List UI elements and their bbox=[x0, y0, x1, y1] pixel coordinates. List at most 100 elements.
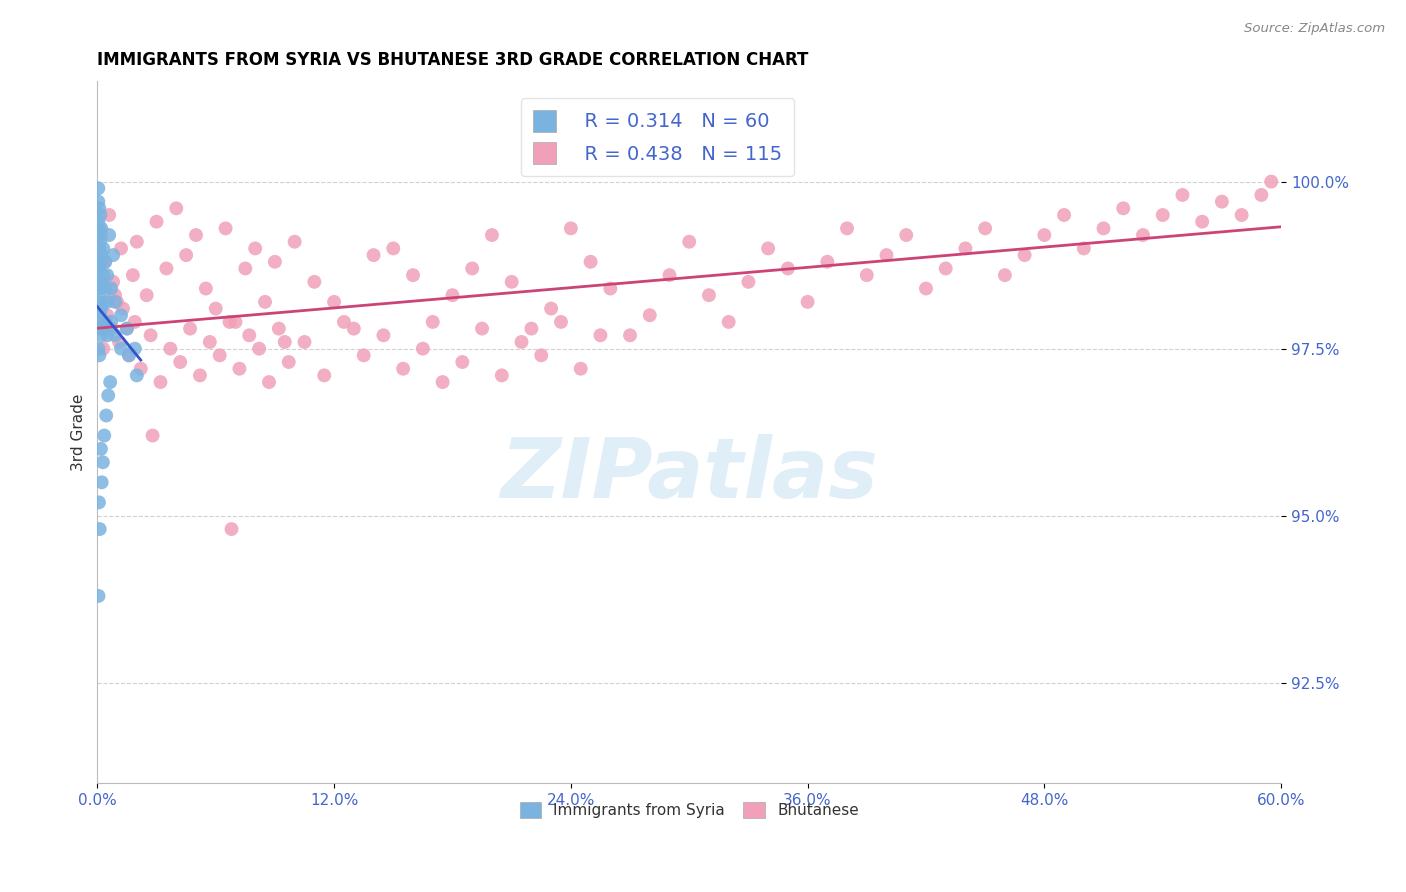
Point bbox=[353, 348, 375, 362]
Point bbox=[100, 281, 122, 295]
Point bbox=[87, 589, 110, 603]
Point bbox=[737, 275, 759, 289]
Point bbox=[179, 321, 201, 335]
Point bbox=[204, 301, 226, 316]
Point bbox=[90, 221, 112, 235]
Point bbox=[267, 321, 290, 335]
Point bbox=[87, 275, 110, 289]
Point bbox=[89, 522, 111, 536]
Point bbox=[142, 428, 165, 442]
Point bbox=[125, 235, 148, 249]
Point bbox=[118, 348, 141, 362]
Point bbox=[96, 308, 118, 322]
Point bbox=[233, 261, 256, 276]
Point bbox=[277, 355, 299, 369]
Point bbox=[149, 375, 172, 389]
Text: Source: ZipAtlas.com: Source: ZipAtlas.com bbox=[1244, 22, 1385, 36]
Point bbox=[96, 268, 118, 282]
Point bbox=[697, 288, 720, 302]
Point bbox=[569, 361, 592, 376]
Point bbox=[100, 321, 122, 335]
Point bbox=[101, 248, 124, 262]
Legend: Immigrants from Syria, Bhutanese: Immigrants from Syria, Bhutanese bbox=[513, 797, 865, 824]
Point bbox=[89, 254, 111, 268]
Y-axis label: 3rd Grade: 3rd Grade bbox=[72, 393, 86, 471]
Point bbox=[94, 281, 117, 295]
Point bbox=[91, 268, 114, 282]
Point bbox=[254, 294, 277, 309]
Point bbox=[124, 315, 146, 329]
Point bbox=[1230, 208, 1253, 222]
Point bbox=[165, 202, 187, 216]
Point bbox=[855, 268, 877, 282]
Point bbox=[491, 368, 513, 383]
Point bbox=[155, 261, 177, 276]
Point bbox=[89, 308, 111, 322]
Point bbox=[284, 235, 307, 249]
Point bbox=[87, 215, 110, 229]
Point bbox=[115, 321, 138, 335]
Point bbox=[835, 221, 858, 235]
Point bbox=[89, 235, 111, 249]
Point bbox=[1250, 188, 1272, 202]
Point bbox=[392, 361, 415, 376]
Point bbox=[274, 334, 297, 349]
Point bbox=[208, 348, 231, 362]
Text: ZIPatlas: ZIPatlas bbox=[501, 434, 879, 515]
Point bbox=[224, 315, 246, 329]
Point bbox=[90, 248, 112, 262]
Point bbox=[91, 294, 114, 309]
Point bbox=[935, 261, 957, 276]
Point bbox=[87, 181, 110, 195]
Point bbox=[264, 254, 287, 268]
Point bbox=[501, 275, 523, 289]
Point bbox=[89, 261, 111, 276]
Point bbox=[589, 328, 612, 343]
Point bbox=[94, 254, 117, 268]
Point bbox=[174, 248, 197, 262]
Point bbox=[994, 268, 1017, 282]
Point bbox=[129, 361, 152, 376]
Point bbox=[89, 321, 111, 335]
Point bbox=[451, 355, 474, 369]
Text: IMMIGRANTS FROM SYRIA VS BHUTANESE 3RD GRADE CORRELATION CHART: IMMIGRANTS FROM SYRIA VS BHUTANESE 3RD G… bbox=[97, 51, 808, 69]
Point bbox=[96, 409, 118, 423]
Point bbox=[363, 248, 385, 262]
Point bbox=[412, 342, 434, 356]
Point bbox=[104, 294, 127, 309]
Point bbox=[530, 348, 553, 362]
Point bbox=[89, 221, 111, 235]
Point bbox=[776, 261, 799, 276]
Point bbox=[1092, 221, 1115, 235]
Point bbox=[121, 268, 143, 282]
Point bbox=[139, 328, 162, 343]
Point bbox=[96, 328, 118, 343]
Point bbox=[91, 321, 114, 335]
Point bbox=[87, 194, 110, 209]
Point bbox=[481, 228, 503, 243]
Point bbox=[579, 254, 602, 268]
Point bbox=[638, 308, 661, 322]
Point bbox=[247, 342, 270, 356]
Point bbox=[91, 342, 114, 356]
Point bbox=[218, 315, 240, 329]
Point bbox=[97, 388, 120, 402]
Point bbox=[87, 261, 110, 276]
Point bbox=[159, 342, 181, 356]
Point bbox=[87, 315, 110, 329]
Point bbox=[333, 315, 356, 329]
Point bbox=[678, 235, 700, 249]
Point bbox=[89, 281, 111, 295]
Point bbox=[96, 294, 118, 309]
Point bbox=[550, 315, 572, 329]
Point bbox=[87, 228, 110, 243]
Point bbox=[471, 321, 494, 335]
Point bbox=[104, 288, 127, 302]
Point bbox=[402, 268, 425, 282]
Point bbox=[89, 301, 111, 316]
Point bbox=[90, 475, 112, 490]
Point bbox=[111, 301, 134, 316]
Point bbox=[1112, 202, 1135, 216]
Point bbox=[91, 455, 114, 469]
Point bbox=[87, 495, 110, 509]
